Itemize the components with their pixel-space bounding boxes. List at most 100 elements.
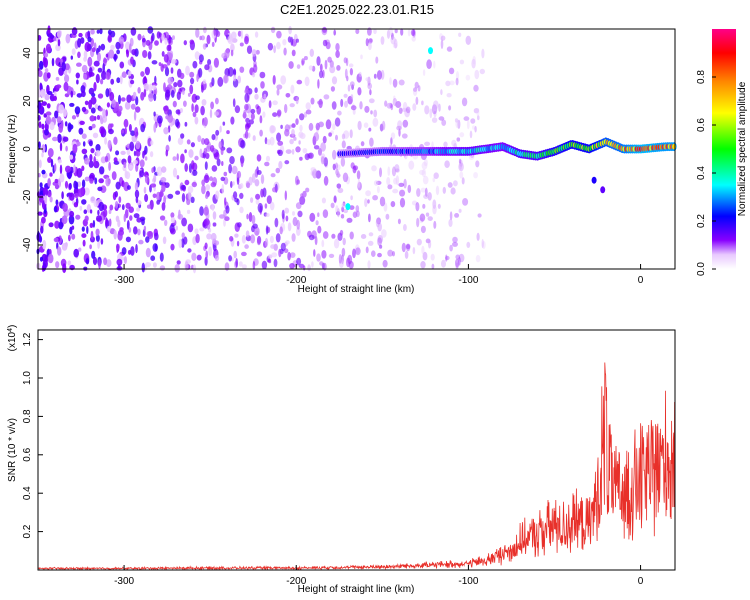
noise-cell [177,213,184,220]
noise-cell [71,225,75,230]
noise-cell [133,226,138,235]
noise-cell [102,108,106,119]
noise-cell [83,209,88,214]
noise-cell [59,164,63,175]
noise-cell [64,121,68,127]
noise-cell [39,182,43,189]
noise-cell [392,78,398,88]
noise-cell [419,217,424,224]
noise-cell [141,262,145,273]
noise-cell [42,239,47,250]
isolated-feature [345,203,351,211]
noise-cell [391,32,394,40]
noise-cell [287,251,291,261]
noise-cell [235,258,238,268]
noise-cell [445,254,448,262]
noise-cell [271,252,278,258]
noise-cell [57,133,62,143]
noise-cell [41,169,46,175]
noise-cell [40,89,46,98]
noise-cell [250,197,254,204]
noise-cell [121,247,127,255]
noise-cell [234,105,241,114]
noise-cell [423,194,429,200]
noise-cell [210,145,215,152]
noise-cell [346,217,353,223]
noise-cell [401,107,408,112]
noise-cell [81,148,88,155]
noise-cell [92,220,96,228]
noise-cell [364,198,368,208]
noise-cell [177,137,184,145]
noise-cell [463,116,470,121]
noise-cell [186,209,191,214]
noise-cell [450,187,456,195]
noise-cell [395,101,402,108]
y-tick-label: 40 [22,47,33,59]
noise-cell [59,142,63,152]
noise-cell [44,93,50,101]
noise-cell [315,220,319,226]
noise-cell [284,124,290,132]
noise-cell [344,100,348,108]
noise-cell [159,265,166,271]
noise-cell [389,77,392,85]
noise-cell [241,264,247,269]
noise-cell [163,127,169,135]
noise-cell [163,105,169,115]
noise-cell [211,41,215,48]
noise-cell [100,43,106,51]
noise-cell [174,118,180,128]
noise-cell [238,261,243,267]
noise-cell [82,239,86,247]
noise-cell [466,119,470,130]
noise-cell [296,64,301,69]
noise-cell [167,193,174,199]
noise-cell [211,165,218,172]
noise-cell [71,27,78,36]
noise-cell [239,66,245,73]
noise-cell [244,103,249,111]
noise-cell [270,244,276,249]
noise-cell [41,101,47,106]
noise-cell [81,133,87,139]
noise-cell [269,235,274,244]
noise-cell [195,233,200,244]
noise-cell [266,195,272,205]
noise-cell [357,120,362,131]
noise-cell [365,77,371,82]
noise-cell [213,27,216,36]
noise-cell [212,222,217,227]
noise-cell [95,150,101,157]
noise-cell [377,237,382,247]
noise-cell [290,84,295,94]
noise-cell [126,49,130,58]
noise-cell [461,97,468,107]
noise-cell [128,164,134,170]
noise-cell [219,125,222,133]
noise-cell [99,126,105,135]
noise-cell [140,91,145,101]
noise-cell [105,72,111,80]
noise-cell [97,239,100,249]
noise-cell [102,63,105,73]
noise-cell [115,181,121,190]
noise-cell [411,200,418,206]
noise-cell [268,100,272,109]
noise-cell [322,69,325,79]
noise-cell [349,129,353,139]
noise-cell [426,59,432,70]
noise-cell [167,76,174,85]
noise-cell [471,58,476,69]
noise-cell [274,217,279,228]
noise-cell [394,164,400,173]
noise-cell [337,187,344,194]
noise-cell [458,208,462,213]
noise-cell [387,184,393,190]
noise-cell [341,203,346,208]
noise-cell [393,95,396,101]
noise-cell [355,205,360,213]
noise-cell [237,30,242,37]
noise-cell [328,253,335,258]
